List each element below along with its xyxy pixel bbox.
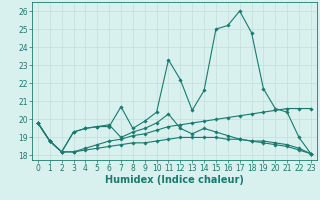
X-axis label: Humidex (Indice chaleur): Humidex (Indice chaleur): [105, 175, 244, 185]
